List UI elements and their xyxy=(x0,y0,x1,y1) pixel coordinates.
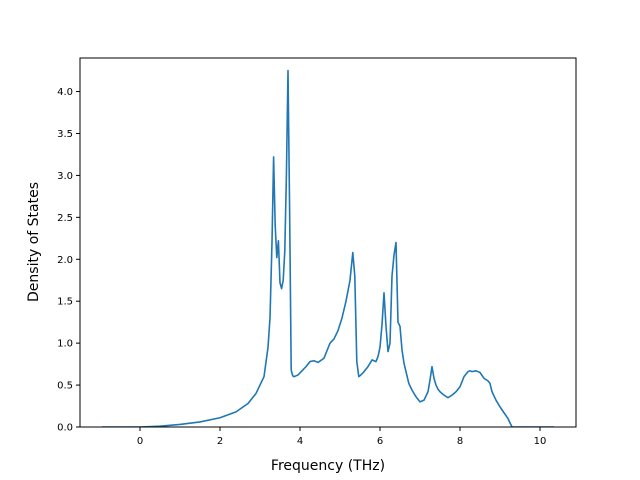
series-line-0 xyxy=(102,69,554,427)
y-axis: 0.0 0.5 1.0 1.5 2.0 2.5 3.0 3.5 4.0 xyxy=(57,87,80,434)
x-tick-label: 4 xyxy=(297,436,303,447)
y-tick-label: 3.0 xyxy=(57,171,73,182)
y-tick-label: 0.0 xyxy=(57,423,73,434)
plot-area xyxy=(79,57,577,428)
y-tick-label: 3.5 xyxy=(57,129,73,140)
y-axis-title: Density of States xyxy=(26,182,42,302)
y-tick-label: 0.5 xyxy=(57,381,73,392)
x-axis-title: Frequency (THz) xyxy=(271,458,385,474)
x-axis: 0 2 4 6 8 10 xyxy=(137,427,547,447)
y-tick-label: 2.5 xyxy=(57,213,73,224)
x-tick-label: 0 xyxy=(137,436,143,447)
x-tick-label: 10 xyxy=(534,436,547,447)
plot-frame xyxy=(79,57,577,428)
y-tick-label: 1.0 xyxy=(57,339,73,350)
y-tick-label: 4.0 xyxy=(57,87,73,98)
x-tick-label: 6 xyxy=(377,436,383,447)
x-tick-label: 2 xyxy=(217,436,223,447)
x-tick-label: 8 xyxy=(457,436,463,447)
y-tick-label: 1.5 xyxy=(57,297,73,308)
y-tick-label: 2.0 xyxy=(57,255,73,266)
